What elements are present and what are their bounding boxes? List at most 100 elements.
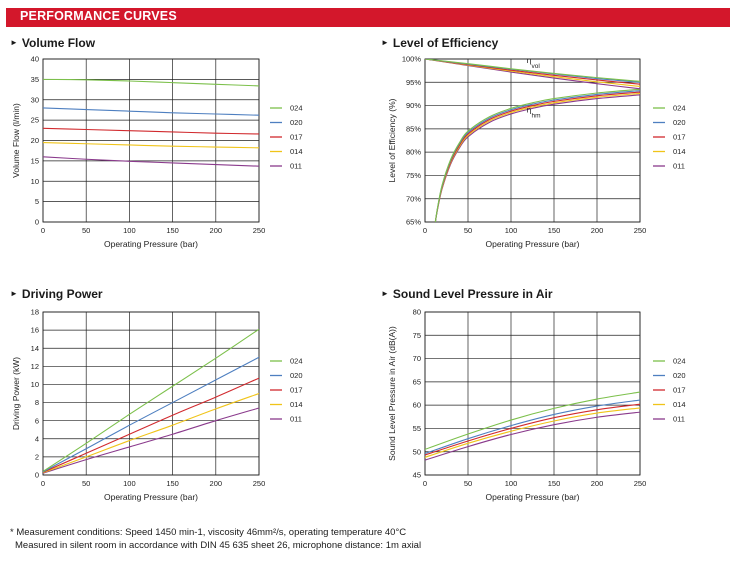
triangle-bullet-icon: ► xyxy=(10,38,18,47)
series-line-024 xyxy=(43,328,259,472)
x-tick-label: 250 xyxy=(253,479,266,488)
legend-label-011: 011 xyxy=(673,162,685,171)
y-tick-label: 60 xyxy=(413,401,421,410)
legend-label-020: 020 xyxy=(673,371,686,380)
series-line-020 xyxy=(43,107,259,116)
x-tick-label: 50 xyxy=(82,226,90,235)
y-tick-label: 70 xyxy=(413,354,421,363)
x-tick-label: 100 xyxy=(505,226,518,235)
series-line-024 xyxy=(425,391,640,450)
x-axis-label: Operating Pressure (bar) xyxy=(104,492,198,502)
y-tick-label: 50 xyxy=(413,447,421,456)
y-axis-label: Level of Efficiency (%) xyxy=(387,98,397,182)
series-line-014 xyxy=(425,407,640,458)
legend-label-011: 011 xyxy=(290,162,302,171)
x-axis-label: Operating Pressure (bar) xyxy=(485,492,579,502)
footnote-line-1: * Measurement conditions: Speed 1450 min… xyxy=(10,527,407,538)
y-tick-label: 40 xyxy=(31,55,39,64)
series-line-017 xyxy=(43,377,259,473)
y-tick-label: 12 xyxy=(31,362,39,371)
chart-title-volume-flow: ► Volume Flow xyxy=(10,36,95,50)
y-axis-label: Sound Level Pressure in Air (dB(A)) xyxy=(387,326,397,461)
series-line-017 xyxy=(43,127,259,135)
legend-label-020: 020 xyxy=(673,118,686,127)
plot-frame xyxy=(424,58,641,223)
y-tick-label: 100% xyxy=(402,55,422,64)
y-tick-label: 85% xyxy=(406,124,421,133)
triangle-bullet-icon: ► xyxy=(10,289,18,298)
y-tick-label: 0 xyxy=(35,218,39,227)
chart-title-efficiency: ► Level of Efficiency xyxy=(381,36,498,50)
chart-title-text: Driving Power xyxy=(21,287,103,301)
chart-3: 0 50 100 150 200 250 45 50 55 60 65 70 75 80 Operating… xyxy=(387,308,686,502)
x-tick-label: 100 xyxy=(123,226,136,235)
y-tick-label: 6 xyxy=(35,416,39,425)
x-tick-label: 0 xyxy=(41,226,45,235)
plot-frame xyxy=(42,58,260,223)
y-tick-label: 10 xyxy=(31,380,39,389)
legend-label-011: 011 xyxy=(290,415,302,424)
x-tick-label: 150 xyxy=(166,479,179,488)
y-tick-label: 5 xyxy=(35,197,39,206)
y-tick-label: 14 xyxy=(31,344,39,353)
x-tick-label: 150 xyxy=(548,226,561,235)
x-tick-label: 200 xyxy=(210,226,223,235)
section-header-bar: PERFORMANCE CURVES xyxy=(6,8,730,27)
y-tick-label: 65 xyxy=(413,377,421,386)
y-tick-label: 80% xyxy=(406,148,421,157)
series-line-024-vol xyxy=(425,59,640,82)
footnote-line-2: Measured in silent room in accordance wi… xyxy=(15,540,422,551)
legend-label-020: 020 xyxy=(290,118,303,127)
legend-label-017: 017 xyxy=(290,386,303,395)
plot-frame xyxy=(424,311,641,476)
series-line-024 xyxy=(43,78,259,87)
y-axis-label: Driving Power (kW) xyxy=(11,357,21,430)
y-tick-label: 90% xyxy=(406,101,421,110)
x-tick-label: 200 xyxy=(210,479,223,488)
series-line-014 xyxy=(43,392,259,474)
y-tick-label: 15 xyxy=(31,156,39,165)
series-line-020-hm xyxy=(434,90,640,222)
triangle-bullet-icon: ► xyxy=(381,289,389,298)
y-tick-label: 75 xyxy=(413,331,421,340)
legend-label-014: 014 xyxy=(290,400,303,409)
legend-label-014: 014 xyxy=(673,400,686,409)
series-line-011 xyxy=(425,411,640,461)
chart-2: 0 50 100 150 200 250024681012141618Operating … xyxy=(11,308,303,502)
y-tick-label: 16 xyxy=(31,326,39,335)
x-tick-label: 0 xyxy=(41,479,45,488)
legend-label-017: 017 xyxy=(673,386,686,395)
y-tick-label: 4 xyxy=(35,434,39,443)
y-axis-label: Volume Flow (l/min) xyxy=(11,103,21,178)
x-tick-label: 0 xyxy=(423,479,427,488)
y-tick-label: 8 xyxy=(35,398,39,407)
x-axis-label: Operating Pressure (bar) xyxy=(104,239,198,249)
series-line-011 xyxy=(43,156,259,167)
x-tick-label: 200 xyxy=(591,479,604,488)
series-line-020 xyxy=(425,399,640,455)
x-tick-label: 0 xyxy=(423,226,427,235)
chart-title-text: Volume Flow xyxy=(21,36,96,50)
annotation-subscript: vol xyxy=(531,63,540,70)
y-tick-label: 65% xyxy=(406,218,421,227)
y-tick-label: 10 xyxy=(31,177,39,186)
x-tick-label: 100 xyxy=(123,479,136,488)
x-tick-label: 250 xyxy=(253,226,266,235)
y-tick-label: 18 xyxy=(31,308,39,317)
x-tick-label: 100 xyxy=(505,479,518,488)
legend-label-014: 014 xyxy=(290,147,303,156)
series-line-011 xyxy=(43,407,259,474)
x-tick-label: 50 xyxy=(464,226,472,235)
legend-label-017: 017 xyxy=(290,133,303,142)
chart-title-sound-level: ► Sound Level Pressure in Air xyxy=(381,287,553,301)
annotation-subscript: hm xyxy=(531,113,540,120)
legend-label-011: 011 xyxy=(673,415,685,424)
y-tick-label: 0 xyxy=(35,471,39,480)
annotation-eta: η xyxy=(526,56,531,65)
triangle-bullet-icon: ► xyxy=(381,38,389,47)
chart-0: 0 50 100 150 200 250 0 5 10 15 20 25 30 35 40 Operating… xyxy=(11,55,303,249)
chart-title-text: Sound Level Pressure in Air xyxy=(392,287,553,301)
section-title: PERFORMANCE CURVES xyxy=(20,9,177,23)
x-tick-label: 50 xyxy=(82,479,90,488)
